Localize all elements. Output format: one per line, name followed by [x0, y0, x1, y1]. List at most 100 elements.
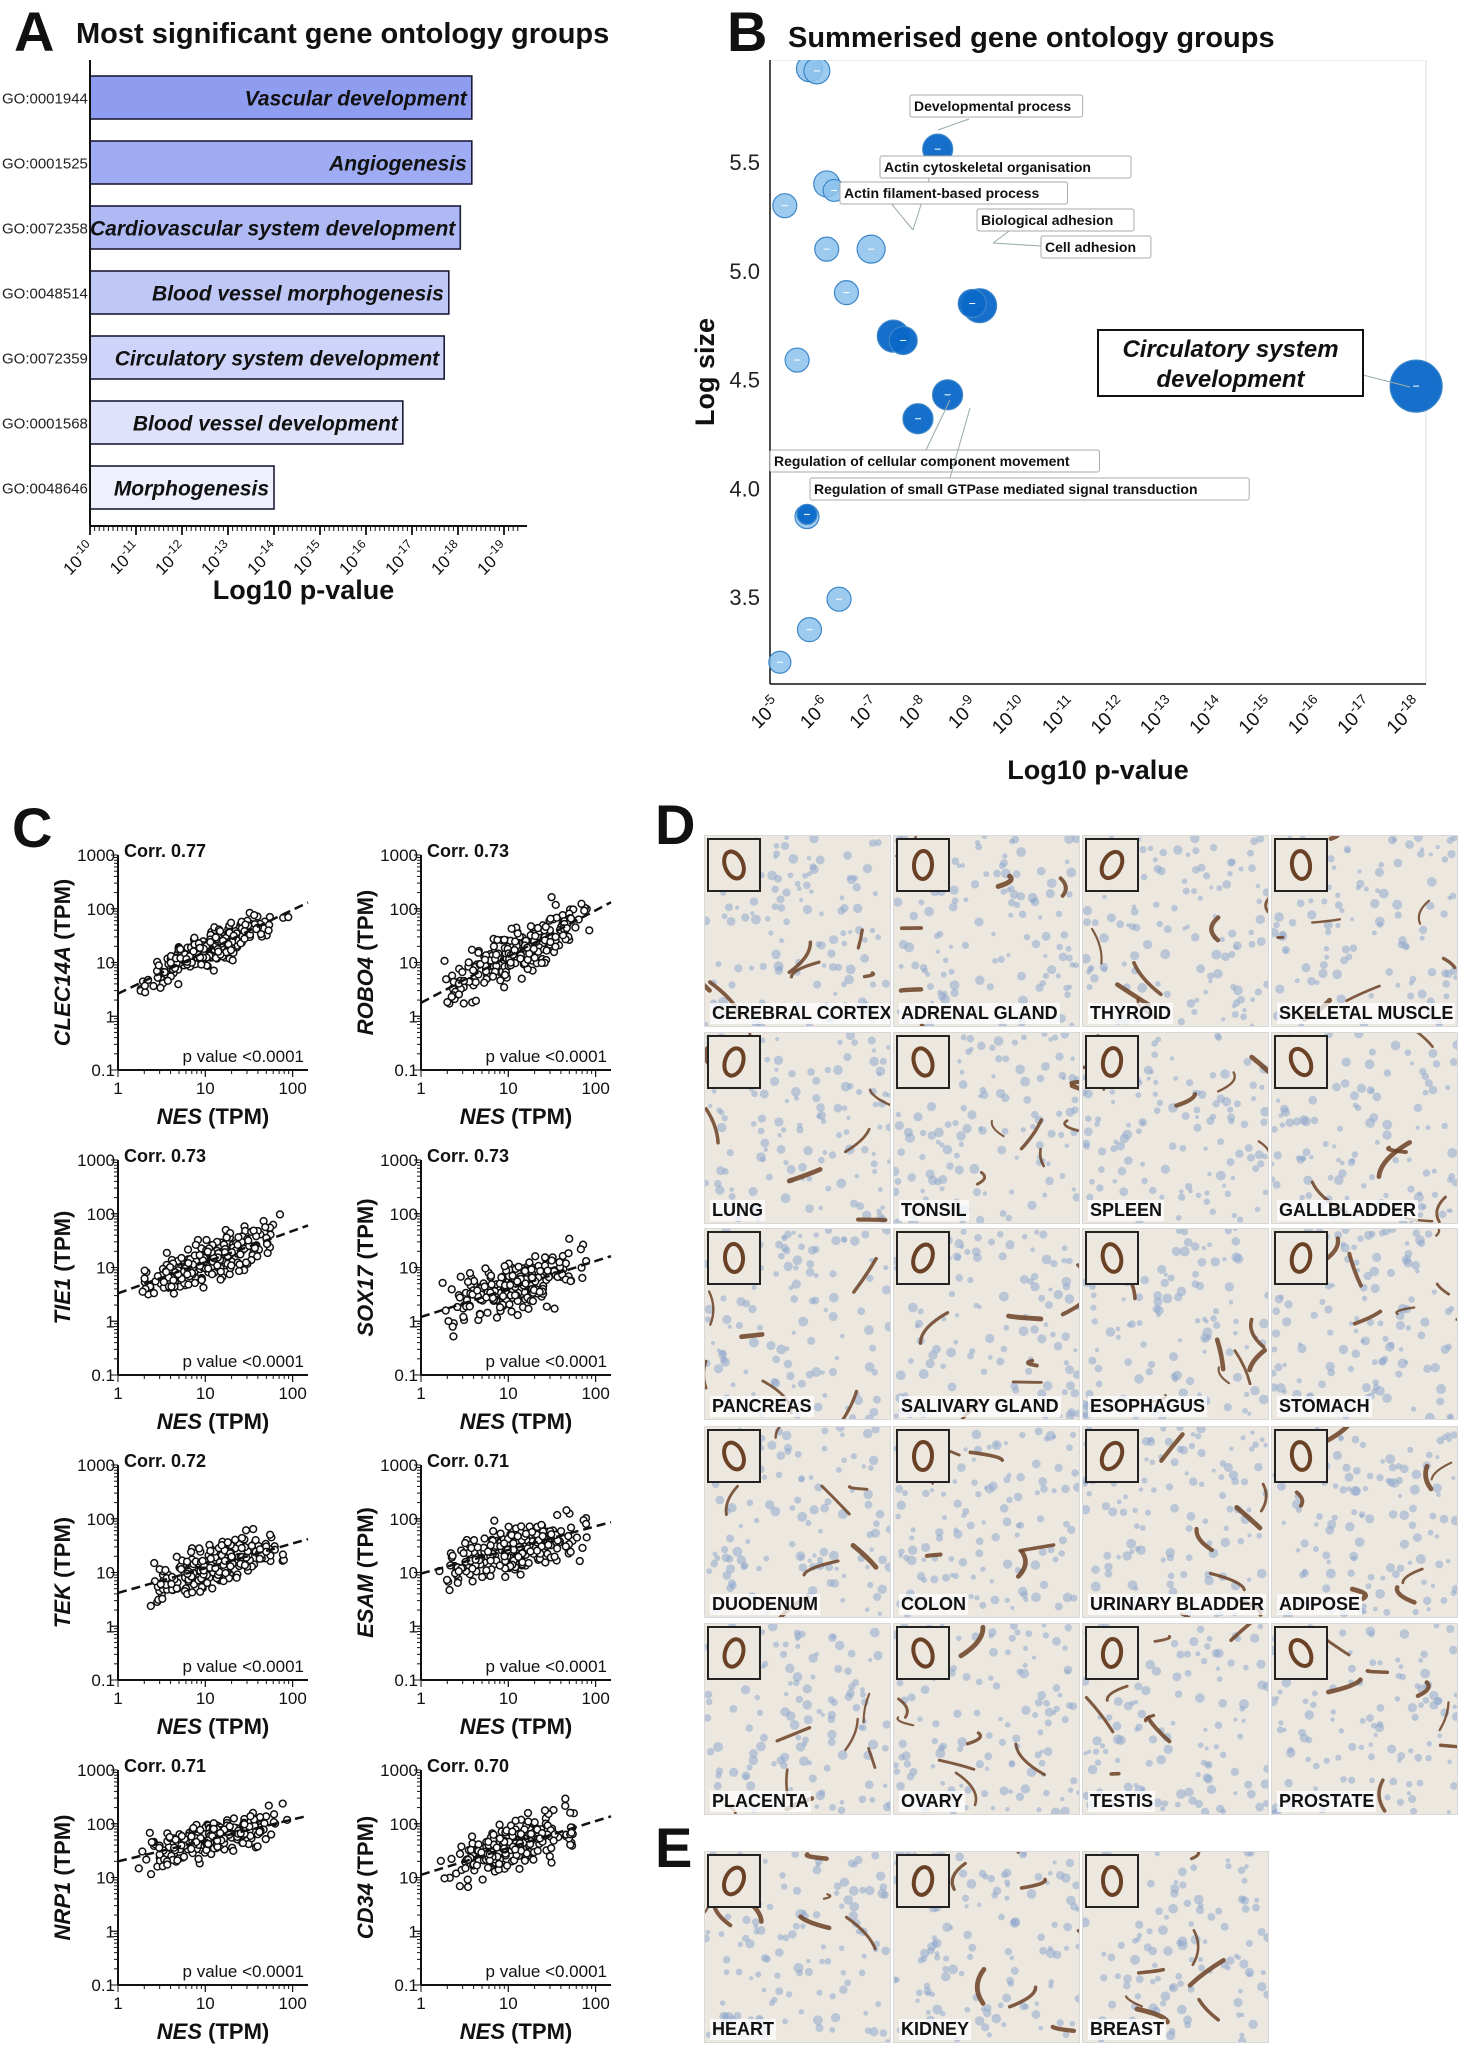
nucleus	[959, 1558, 968, 1567]
y-tick-label: 100	[390, 1815, 418, 1834]
tissue-image-pancreas: PANCREAS	[704, 1228, 891, 1420]
nucleus	[1141, 1478, 1147, 1484]
nucleus	[1428, 1049, 1437, 1058]
nucleus	[822, 963, 827, 968]
zoom-inset	[1085, 838, 1139, 892]
data-point	[467, 1270, 474, 1277]
nucleus	[1179, 1189, 1184, 1194]
y-tick-label: 10	[399, 1564, 418, 1583]
nucleus	[1185, 1471, 1189, 1475]
nucleus	[1137, 1320, 1143, 1326]
nucleus	[1213, 1322, 1220, 1329]
nucleus	[1276, 1098, 1280, 1102]
nucleus	[1360, 1442, 1366, 1448]
zoom-inset	[1274, 838, 1328, 892]
nucleus	[1418, 1212, 1424, 1218]
tissue-label: LUNG	[710, 1200, 765, 1221]
nucleus	[908, 1303, 918, 1313]
stained-vessel	[901, 989, 921, 990]
inset-background	[1087, 840, 1137, 890]
nucleus	[927, 1102, 936, 1111]
nucleus	[1233, 999, 1240, 1006]
nucleus	[713, 1742, 723, 1752]
x-tick-label: 10-6	[793, 691, 835, 733]
data-point	[514, 1278, 521, 1285]
nucleus	[1446, 1559, 1451, 1564]
nucleus	[1381, 1356, 1388, 1363]
nucleus	[1144, 1457, 1148, 1461]
nucleus	[1245, 1144, 1253, 1152]
nucleus	[1326, 1569, 1336, 1579]
x-tick-label: 10-5	[744, 691, 786, 733]
nucleus	[1186, 1554, 1193, 1561]
nucleus	[1091, 1318, 1097, 1324]
nucleus	[1223, 1526, 1228, 1531]
nucleus	[765, 916, 771, 922]
x-tick-label: 10	[499, 1689, 518, 1708]
nucleus	[793, 1680, 799, 1686]
nucleus	[1364, 887, 1369, 892]
data-point	[474, 1862, 481, 1869]
data-point	[456, 991, 463, 998]
nucleus	[994, 1036, 1004, 1046]
data-point	[236, 1268, 243, 1275]
data-point	[232, 1536, 239, 1543]
nucleus	[829, 1368, 837, 1376]
nucleus	[1171, 1458, 1179, 1466]
y-axis-title: ROBO4 (TPM)	[353, 890, 378, 1035]
data-point	[192, 1241, 199, 1248]
nucleus	[1227, 859, 1235, 867]
data-point	[465, 1884, 472, 1891]
nucleus	[945, 1121, 952, 1128]
nucleus	[719, 1110, 725, 1116]
nucleus	[1227, 1506, 1234, 1513]
nucleus	[795, 1636, 800, 1641]
nucleus	[1177, 1446, 1184, 1453]
nucleus	[977, 1042, 985, 1050]
nucleus	[964, 1249, 970, 1255]
inset-background	[1087, 1233, 1137, 1283]
nucleus	[971, 1479, 977, 1485]
nucleus	[1219, 1492, 1226, 1499]
nucleus	[1386, 1563, 1395, 1572]
nucleus	[1280, 1122, 1285, 1127]
nucleus	[786, 1372, 794, 1380]
inset-vessel	[709, 1431, 759, 1481]
data-point	[256, 1828, 263, 1835]
nucleus	[1160, 849, 1168, 857]
data-point	[166, 1834, 173, 1841]
x-tick-label: 10-13	[195, 537, 237, 579]
nucleus	[1140, 1276, 1149, 1285]
data-point	[141, 1275, 148, 1282]
data-point	[199, 1557, 206, 1564]
nucleus	[722, 913, 728, 919]
nucleus	[746, 1724, 754, 1732]
nucleus	[1447, 1148, 1457, 1158]
nucleus	[793, 1255, 803, 1265]
data-point	[508, 925, 515, 932]
nucleus	[927, 983, 934, 990]
nucleus	[1350, 1158, 1355, 1163]
nucleus	[1433, 1060, 1440, 1067]
nucleus	[1178, 1194, 1185, 1201]
nucleus	[1410, 1485, 1420, 1495]
data-point	[143, 1856, 150, 1863]
nucleus	[880, 1058, 887, 1065]
nucleus	[1164, 925, 1172, 933]
nucleus	[802, 1736, 809, 1743]
nucleus	[1050, 1260, 1057, 1267]
data-point	[525, 1810, 532, 1817]
y-tick-label: 1	[409, 1617, 418, 1636]
data-point	[196, 944, 203, 951]
data-point	[264, 1250, 271, 1257]
nucleus	[967, 1277, 973, 1283]
data-point	[456, 1294, 463, 1301]
x-axis-title: NES (TPM)	[157, 1714, 269, 1739]
tissue-label: SKELETAL MUSCLE	[1277, 1003, 1455, 1024]
nucleus	[1217, 1138, 1224, 1145]
data-point	[177, 946, 184, 953]
data-point	[528, 1831, 535, 1838]
data-point	[485, 1864, 492, 1871]
data-point	[490, 973, 497, 980]
nucleus	[1020, 1275, 1029, 1284]
